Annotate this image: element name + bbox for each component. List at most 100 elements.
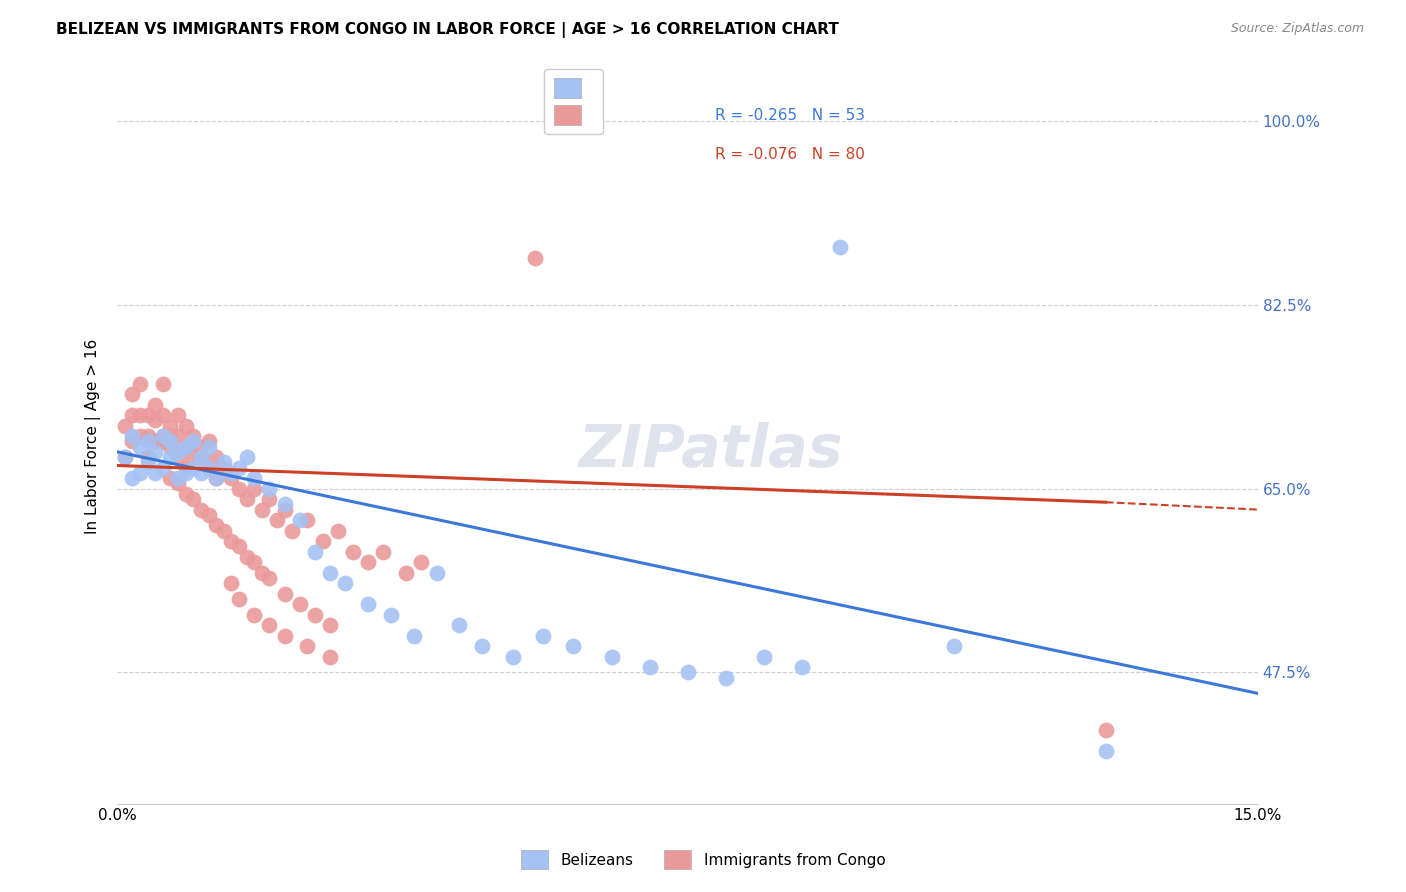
Point	[752, 649, 775, 664]
Point	[304, 544, 326, 558]
Point	[828, 240, 851, 254]
Text: R = -0.076   N = 80: R = -0.076 N = 80	[714, 147, 865, 161]
Point	[152, 429, 174, 443]
Point	[228, 591, 250, 606]
Point	[357, 555, 380, 569]
Point	[114, 418, 136, 433]
Point	[136, 434, 159, 449]
Point	[311, 534, 333, 549]
Point	[136, 455, 159, 469]
Point	[174, 460, 197, 475]
Point	[502, 649, 524, 664]
Point	[129, 466, 152, 480]
Text: Source: ZipAtlas.com: Source: ZipAtlas.com	[1230, 22, 1364, 36]
Point	[638, 660, 661, 674]
Point	[174, 466, 197, 480]
Point	[190, 450, 212, 464]
Point	[266, 513, 288, 527]
Point	[159, 450, 181, 464]
Point	[129, 429, 152, 443]
Point	[152, 460, 174, 475]
Point	[174, 487, 197, 501]
Point	[174, 440, 197, 454]
Point	[250, 566, 273, 580]
Point	[205, 450, 228, 464]
Point	[129, 408, 152, 422]
Point	[524, 251, 547, 265]
Point	[373, 544, 395, 558]
Point	[942, 639, 965, 653]
Point	[143, 466, 166, 480]
Point	[197, 440, 219, 454]
Point	[114, 450, 136, 464]
Point	[273, 629, 295, 643]
Point	[281, 524, 304, 538]
Point	[159, 440, 181, 454]
Point	[121, 408, 143, 422]
Point	[562, 639, 585, 653]
Point	[121, 429, 143, 443]
Point	[159, 434, 181, 449]
Text: ZIPatlas: ZIPatlas	[578, 422, 842, 479]
Legend: , : ,	[544, 69, 603, 134]
Point	[205, 471, 228, 485]
Point	[121, 471, 143, 485]
Point	[221, 576, 243, 591]
Point	[380, 607, 402, 622]
Point	[304, 607, 326, 622]
Point	[235, 549, 257, 564]
Point	[228, 460, 250, 475]
Point	[259, 492, 281, 507]
Point	[167, 429, 190, 443]
Point	[297, 639, 319, 653]
Point	[335, 576, 357, 591]
Point	[273, 586, 295, 600]
Point	[221, 466, 243, 480]
Point	[243, 482, 266, 496]
Point	[167, 450, 190, 464]
Point	[235, 450, 257, 464]
Point	[136, 450, 159, 464]
Point	[190, 502, 212, 516]
Point	[167, 445, 190, 459]
Point	[152, 434, 174, 449]
Point	[600, 649, 623, 664]
Point	[259, 618, 281, 632]
Point	[342, 544, 364, 558]
Point	[402, 629, 425, 643]
Point	[243, 607, 266, 622]
Point	[221, 471, 243, 485]
Point	[471, 639, 494, 653]
Point	[243, 471, 266, 485]
Point	[259, 482, 281, 496]
Point	[221, 534, 243, 549]
Point	[190, 440, 212, 454]
Point	[228, 482, 250, 496]
Legend: Belizeans, Immigrants from Congo: Belizeans, Immigrants from Congo	[515, 844, 891, 875]
Point	[167, 476, 190, 491]
Point	[319, 618, 342, 632]
Point	[152, 408, 174, 422]
Point	[531, 629, 554, 643]
Point	[1094, 723, 1116, 738]
Point	[1094, 744, 1116, 758]
Point	[197, 460, 219, 475]
Point	[181, 460, 204, 475]
Point	[205, 518, 228, 533]
Point	[357, 597, 380, 611]
Point	[273, 502, 295, 516]
Point	[121, 434, 143, 449]
Point	[273, 497, 295, 511]
Point	[714, 671, 737, 685]
Point	[174, 440, 197, 454]
Text: BELIZEAN VS IMMIGRANTS FROM CONGO IN LABOR FORCE | AGE > 16 CORRELATION CHART: BELIZEAN VS IMMIGRANTS FROM CONGO IN LAB…	[56, 22, 839, 38]
Point	[212, 460, 235, 475]
Point	[143, 413, 166, 427]
Point	[395, 566, 418, 580]
Point	[212, 524, 235, 538]
Point	[167, 408, 190, 422]
Point	[449, 618, 471, 632]
Point	[181, 492, 204, 507]
Point	[159, 429, 181, 443]
Point	[288, 597, 311, 611]
